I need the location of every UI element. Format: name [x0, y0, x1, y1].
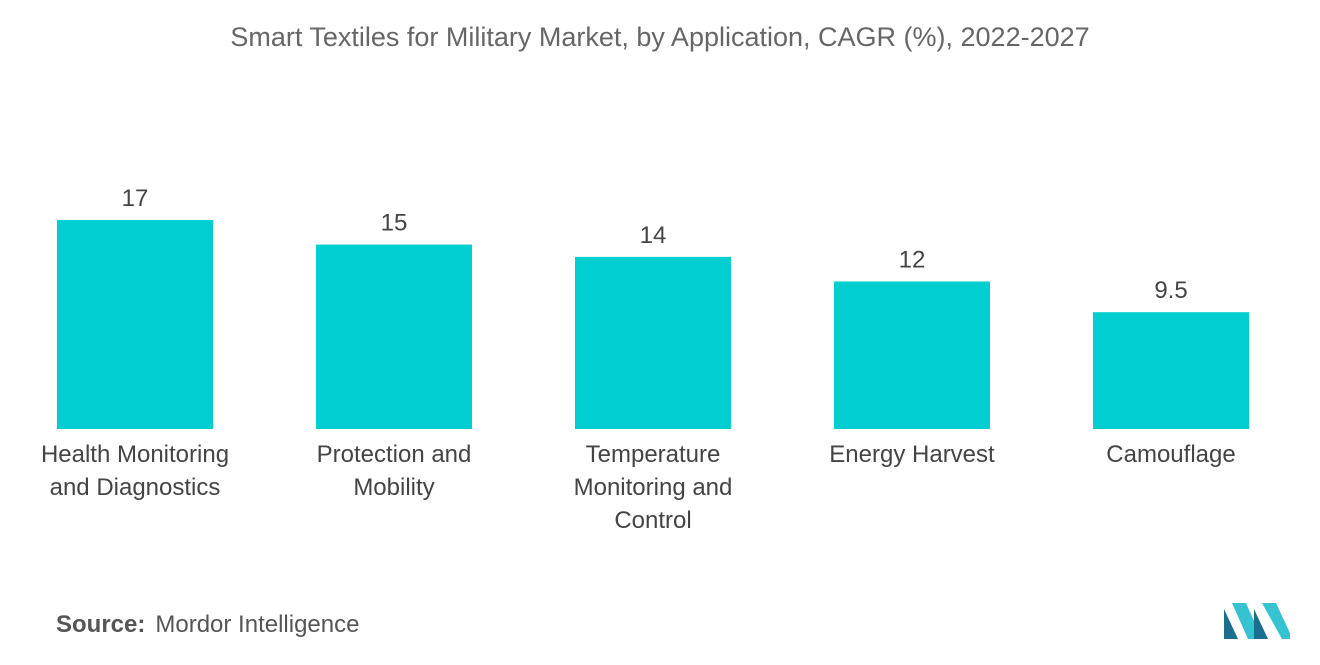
category-label-energy-harvest: Energy Harvest — [829, 441, 995, 468]
logo-shape-middle-right — [1254, 609, 1268, 639]
logo-shape-left — [1224, 609, 1238, 639]
category-label-health-monitoring: Health Monitoring and Diagnostics — [40, 441, 230, 501]
category-label-camouflage: Camouflage — [1106, 441, 1236, 468]
bar-4 — [834, 281, 990, 429]
category-label-temperature-monitoring: Temperature Monitoring and Control — [573, 441, 733, 534]
chart-title: Smart Textiles for Military Market, by A… — [230, 22, 1090, 52]
source-text: Mordor Intelligence — [155, 611, 360, 638]
mordor-intelligence-logo — [1224, 603, 1290, 639]
bar-3 — [575, 256, 731, 429]
value-label-1: 17 — [122, 185, 149, 212]
source-note: Source: Mordor Intelligence — [56, 611, 359, 639]
value-label-2: 15 — [381, 210, 408, 237]
category-label-protection-mobility: Protection and Mobility — [316, 441, 472, 501]
bar-1 — [57, 220, 213, 429]
source-label: Source: — [56, 611, 146, 638]
bar-2 — [316, 244, 472, 429]
value-label-5: 9.5 — [1154, 277, 1187, 304]
value-label-4: 12 — [899, 246, 926, 273]
value-label-3: 14 — [640, 222, 667, 249]
logo-shape-right — [1262, 603, 1290, 639]
bar-5 — [1093, 312, 1249, 429]
